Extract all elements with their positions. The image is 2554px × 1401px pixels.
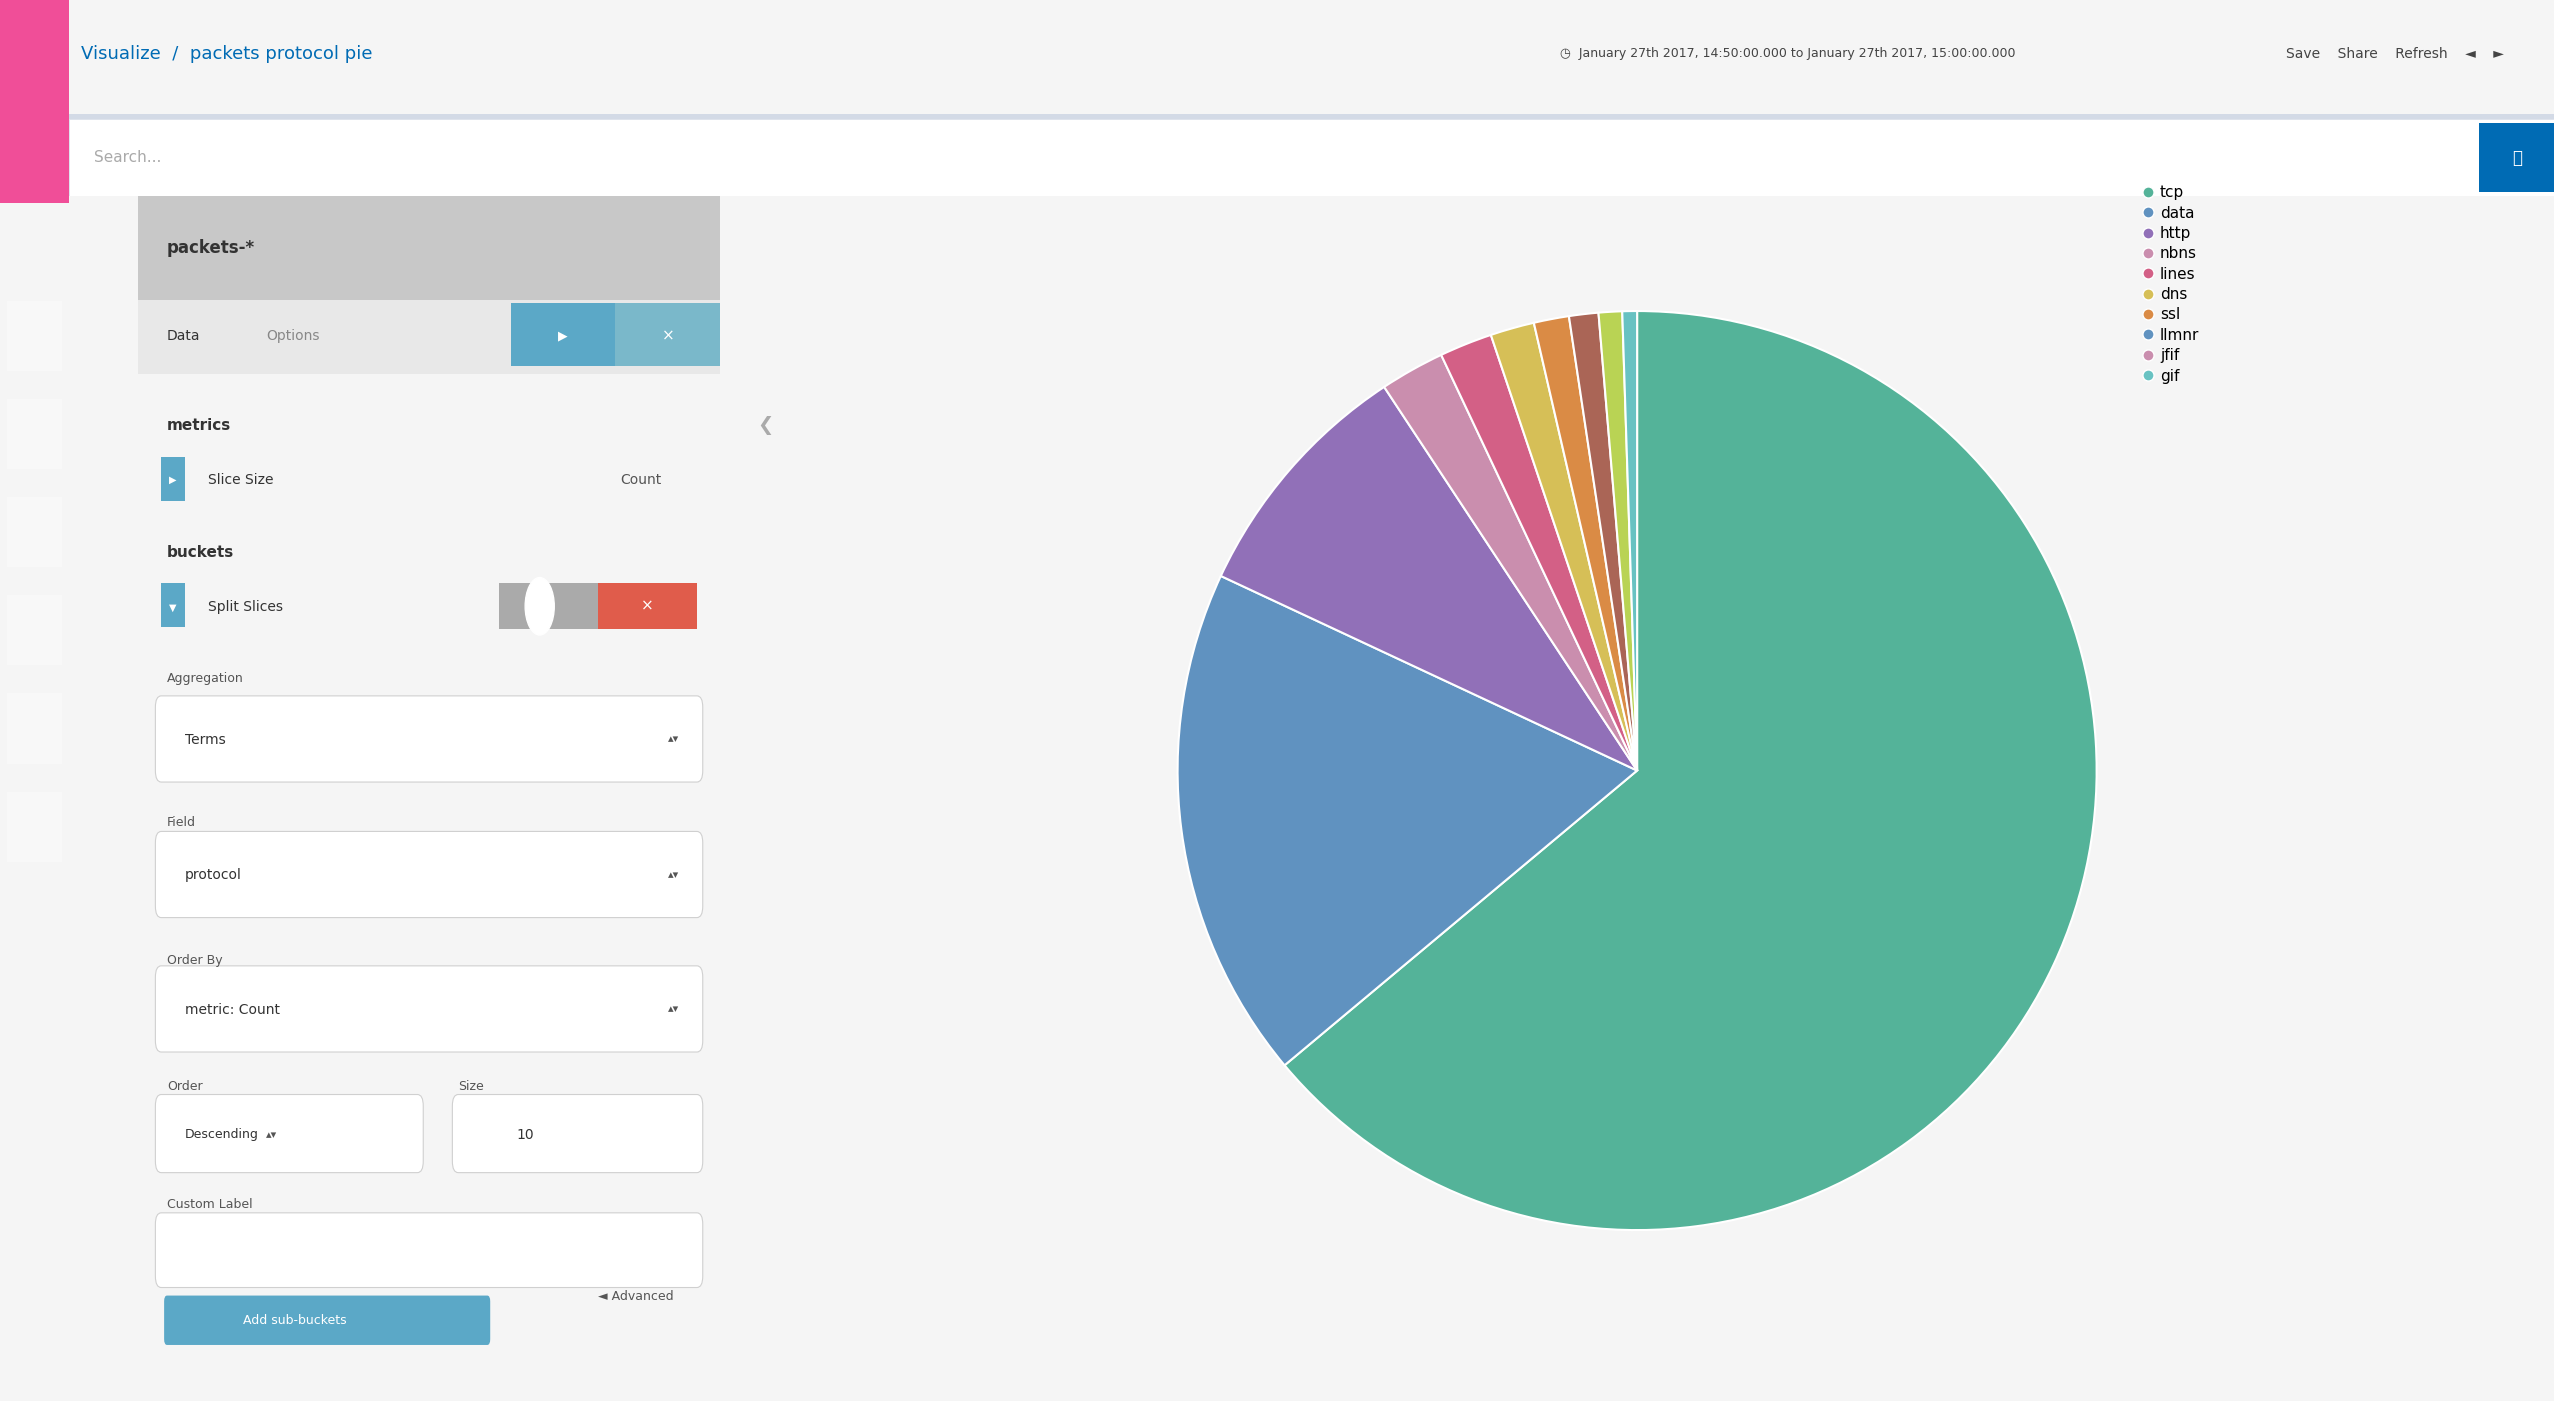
Text: Size: Size bbox=[457, 1080, 483, 1093]
Wedge shape bbox=[1177, 576, 1637, 1065]
Bar bbox=[138, 196, 720, 300]
Legend: tcp, data, http, nbns, lines, dns, ssl, llmnr, jfif, gif: tcp, data, http, nbns, lines, dns, ssl, … bbox=[2140, 181, 2204, 388]
Text: Save    Share    Refresh    ◄    ►: Save Share Refresh ◄ ► bbox=[2286, 46, 2505, 60]
Bar bbox=[8, 399, 61, 469]
Wedge shape bbox=[1221, 387, 1637, 771]
Bar bbox=[598, 583, 697, 629]
Bar bbox=[616, 303, 720, 366]
Wedge shape bbox=[1622, 311, 1637, 771]
Bar bbox=[8, 301, 61, 371]
Text: ▼: ▼ bbox=[169, 602, 176, 612]
Text: ◄ Advanced: ◄ Advanced bbox=[598, 1290, 674, 1303]
Bar bbox=[498, 583, 598, 629]
Text: ▴▾: ▴▾ bbox=[669, 734, 679, 744]
Bar bbox=[8, 693, 61, 764]
Text: ▴▾: ▴▾ bbox=[266, 1129, 278, 1140]
Text: Data: Data bbox=[166, 329, 202, 343]
Wedge shape bbox=[1492, 322, 1637, 771]
Bar bbox=[8, 497, 61, 567]
Wedge shape bbox=[1285, 311, 2097, 1230]
Text: packets-*: packets-* bbox=[166, 238, 255, 256]
Bar bbox=[0, 0, 69, 203]
Text: Add sub-buckets: Add sub-buckets bbox=[243, 1314, 347, 1327]
Bar bbox=[161, 457, 184, 500]
Text: Field: Field bbox=[166, 815, 197, 829]
FancyBboxPatch shape bbox=[156, 831, 702, 918]
Text: ▴▾: ▴▾ bbox=[669, 870, 679, 880]
Wedge shape bbox=[1599, 311, 1637, 771]
Bar bbox=[69, 115, 2554, 119]
FancyBboxPatch shape bbox=[452, 1094, 702, 1173]
Text: ▶: ▶ bbox=[559, 329, 567, 343]
Text: protocol: protocol bbox=[184, 869, 243, 883]
FancyBboxPatch shape bbox=[156, 696, 702, 782]
Text: Slice Size: Slice Size bbox=[207, 474, 273, 488]
FancyBboxPatch shape bbox=[156, 965, 702, 1052]
Circle shape bbox=[526, 577, 554, 635]
Wedge shape bbox=[1440, 335, 1637, 771]
Text: Order: Order bbox=[166, 1080, 202, 1093]
Bar bbox=[2480, 123, 2554, 192]
Wedge shape bbox=[1568, 312, 1637, 771]
Bar bbox=[8, 595, 61, 665]
Text: Search...: Search... bbox=[94, 150, 161, 165]
Text: Count: Count bbox=[621, 474, 661, 488]
Text: ×: × bbox=[641, 598, 654, 614]
Text: Visualize  /  packets protocol pie: Visualize / packets protocol pie bbox=[82, 45, 373, 63]
Text: ▶: ▶ bbox=[169, 475, 176, 485]
Text: Terms: Terms bbox=[184, 733, 225, 747]
Bar bbox=[511, 303, 616, 366]
Text: ◷  January 27th 2017, 14:50:00.000 to January 27th 2017, 15:00:00.000: ◷ January 27th 2017, 14:50:00.000 to Jan… bbox=[1560, 48, 2015, 60]
FancyBboxPatch shape bbox=[156, 1213, 702, 1288]
Wedge shape bbox=[1384, 354, 1637, 771]
FancyBboxPatch shape bbox=[163, 1296, 490, 1345]
Text: metric: Count: metric: Count bbox=[184, 1003, 278, 1017]
Text: Descending: Descending bbox=[184, 1128, 258, 1142]
Wedge shape bbox=[1535, 317, 1637, 771]
Text: Split Slices: Split Slices bbox=[207, 601, 283, 615]
Text: metrics: metrics bbox=[166, 419, 232, 433]
Text: Custom Label: Custom Label bbox=[166, 1198, 253, 1212]
Text: ❮: ❮ bbox=[756, 416, 774, 436]
Text: ×: × bbox=[661, 329, 674, 343]
Text: Order By: Order By bbox=[166, 954, 222, 967]
Text: 10: 10 bbox=[516, 1128, 534, 1142]
Bar bbox=[161, 583, 184, 628]
Text: buckets: buckets bbox=[166, 545, 235, 560]
Text: Aggregation: Aggregation bbox=[166, 672, 243, 685]
Text: ⌕: ⌕ bbox=[2511, 149, 2521, 167]
Text: Options: Options bbox=[266, 329, 319, 343]
Bar bbox=[138, 300, 720, 374]
Text: ▴▾: ▴▾ bbox=[669, 1005, 679, 1014]
FancyBboxPatch shape bbox=[156, 1094, 424, 1173]
Bar bbox=[8, 792, 61, 862]
